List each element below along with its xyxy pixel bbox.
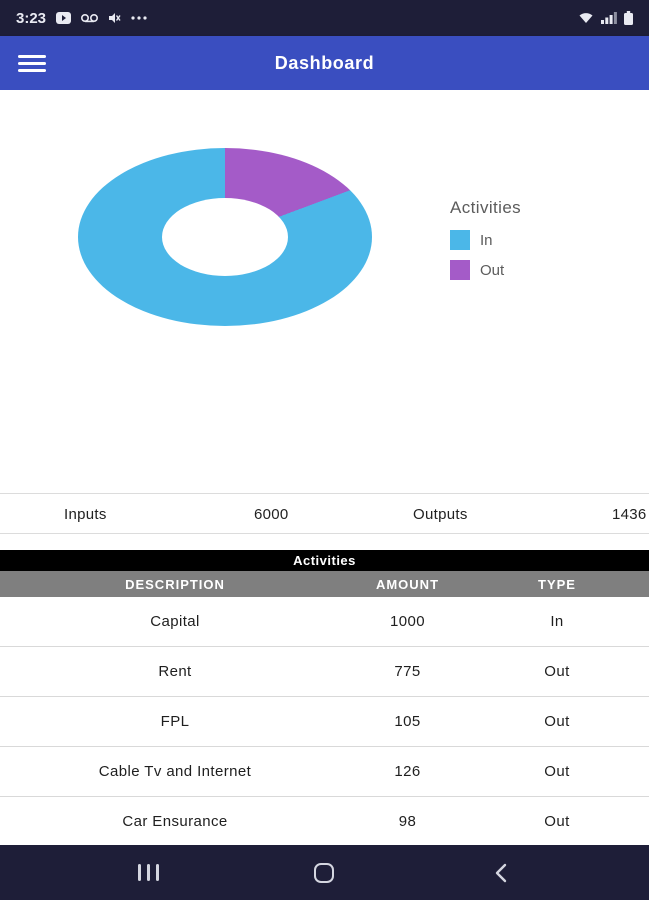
cell-description: Cable Tv and Internet (98, 763, 252, 780)
status-bar: 3:23 (0, 0, 649, 36)
activities-table: Activities DESCRIPTION AMOUNT TYPE Capit… (0, 550, 649, 847)
legend-label-out: Out (480, 261, 505, 279)
inputs-label: Inputs (64, 506, 107, 523)
play-notification-icon (56, 12, 72, 24)
legend-swatch-out (450, 260, 470, 280)
table-row[interactable]: Rent 775 Out (0, 647, 649, 697)
cell-amount: 98 (398, 813, 417, 830)
wifi-icon (578, 12, 594, 24)
legend-swatch-in (450, 230, 470, 250)
cell-amount: 775 (394, 663, 421, 680)
cell-description: Rent (158, 663, 192, 680)
table-header: DESCRIPTION AMOUNT TYPE (0, 571, 649, 597)
outputs-value: 1436 (612, 506, 647, 523)
chart-area: Activities In Out (0, 90, 649, 480)
cell-amount: 126 (394, 763, 421, 780)
app-bar: Dashboard (0, 36, 649, 90)
summary-row: Inputs 6000 Outputs 1436 (0, 493, 649, 534)
legend-item-out[interactable]: Out (450, 260, 521, 280)
donut-hole (162, 198, 288, 276)
legend-title: Activities (450, 198, 522, 217)
voicemail-icon (81, 13, 99, 23)
cell-type: Out (544, 763, 570, 780)
cell-type: Out (544, 713, 570, 730)
cell-amount: 1000 (390, 613, 425, 630)
recents-icon (137, 864, 159, 881)
navigation-bar (0, 845, 649, 900)
cell-description: FPL (160, 713, 190, 730)
home-button[interactable] (294, 862, 354, 883)
back-button[interactable] (471, 863, 531, 883)
home-icon (314, 862, 335, 883)
more-notifications-icon (131, 16, 147, 20)
cell-type: Out (544, 813, 570, 830)
table-row[interactable]: Car Ensurance 98 Out (0, 797, 649, 847)
cell-amount: 105 (394, 713, 421, 730)
inputs-value: 6000 (254, 506, 289, 523)
signal-icon (601, 12, 617, 24)
mute-icon (108, 12, 121, 24)
table-row[interactable]: Capital 1000 In (0, 597, 649, 647)
cell-description: Capital (150, 613, 200, 630)
chart-legend: Activities In Out (450, 198, 521, 290)
table-row[interactable]: FPL 105 Out (0, 697, 649, 747)
column-header-description: DESCRIPTION (125, 576, 225, 592)
back-icon (494, 863, 508, 883)
menu-icon[interactable] (18, 51, 46, 76)
cell-type: In (550, 613, 564, 630)
recents-button[interactable] (118, 864, 178, 881)
status-time: 3:23 (16, 9, 47, 27)
battery-icon (624, 11, 633, 25)
legend-item-in[interactable]: In (450, 230, 521, 250)
table-title: Activities (0, 550, 649, 571)
cell-description: Car Ensurance (122, 813, 228, 830)
column-header-amount: AMOUNT (375, 576, 440, 592)
outputs-label: Outputs (413, 506, 468, 523)
page-title: Dashboard (274, 52, 375, 73)
table-row[interactable]: Cable Tv and Internet 126 Out (0, 747, 649, 797)
cell-type: Out (544, 663, 570, 680)
column-header-type: TYPE (538, 576, 576, 592)
legend-label-in: In (480, 231, 493, 249)
